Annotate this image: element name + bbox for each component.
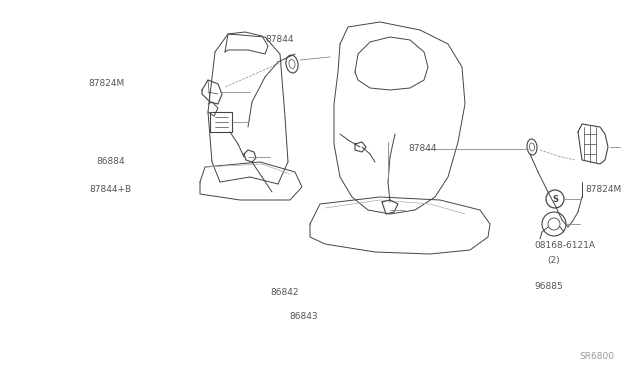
Text: (2): (2) — [547, 256, 560, 265]
Text: SR6800: SR6800 — [579, 352, 614, 361]
Text: 87844: 87844 — [408, 144, 436, 153]
Text: 87824M: 87824M — [586, 185, 622, 194]
Text: 86842: 86842 — [271, 288, 299, 296]
Text: 96885: 96885 — [534, 282, 563, 291]
Text: 87844+B: 87844+B — [89, 185, 131, 194]
Text: S: S — [552, 195, 558, 203]
Text: 87824M: 87824M — [88, 79, 125, 88]
Text: 87844: 87844 — [266, 35, 294, 44]
Text: 08168-6121A: 08168-6121A — [534, 241, 595, 250]
Text: 86884: 86884 — [96, 157, 125, 166]
Text: 86843: 86843 — [290, 312, 318, 321]
